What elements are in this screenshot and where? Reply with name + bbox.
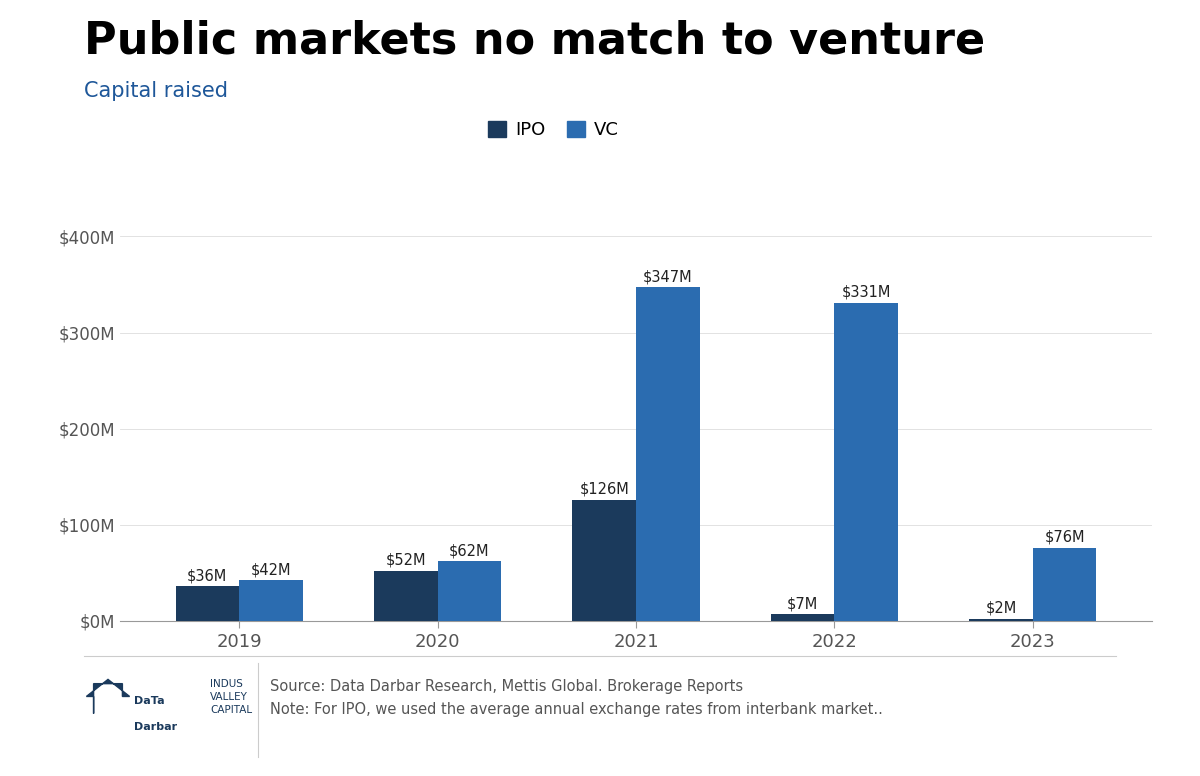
Polygon shape: [86, 680, 130, 714]
Legend: IPO, VC: IPO, VC: [481, 113, 626, 146]
Text: $76M: $76M: [1044, 530, 1085, 545]
Text: $42M: $42M: [251, 563, 292, 577]
Bar: [770, 614, 834, 621]
Text: Public markets no match to venture: Public markets no match to venture: [84, 19, 985, 62]
Text: DaTa: DaTa: [134, 697, 166, 706]
Text: $2M: $2M: [985, 601, 1016, 616]
Text: $331M: $331M: [841, 285, 890, 300]
Bar: [970, 619, 1033, 621]
Bar: [374, 571, 438, 621]
Text: $347M: $347M: [643, 269, 692, 285]
Text: $126M: $126M: [580, 482, 629, 497]
Bar: [438, 561, 502, 621]
Bar: [572, 500, 636, 621]
Text: Darbar: Darbar: [134, 722, 178, 732]
Text: $7M: $7M: [787, 596, 818, 611]
Bar: [1033, 548, 1097, 621]
Text: $62M: $62M: [449, 543, 490, 559]
Bar: [636, 287, 700, 621]
Text: $36M: $36M: [187, 568, 228, 584]
Text: INDUS
VALLEY
CAPITAL: INDUS VALLEY CAPITAL: [210, 679, 252, 715]
Bar: [239, 580, 302, 621]
Bar: [175, 586, 239, 621]
Text: Source: Data Darbar Research, Mettis Global. Brokerage Reports
Note: For IPO, we: Source: Data Darbar Research, Mettis Glo…: [270, 679, 883, 717]
Text: Capital raised: Capital raised: [84, 81, 228, 102]
Text: $52M: $52M: [385, 553, 426, 568]
Bar: [834, 303, 898, 621]
